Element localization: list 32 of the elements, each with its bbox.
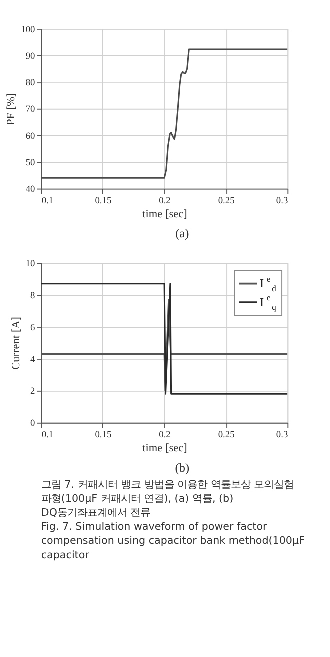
y-tick-label: 0 (30, 419, 36, 430)
y-tick-label: 60 (26, 132, 36, 142)
x-tick-label: 0.2 (159, 430, 172, 440)
x-tick-label: 0.3 (276, 196, 288, 206)
x-tick-label: 0.2 (159, 196, 172, 206)
y-tick-label: 6 (30, 323, 36, 334)
text: (b) (175, 460, 190, 475)
x-tick-label: 0.3 (276, 430, 288, 440)
y-tick-label: 8 (30, 291, 36, 302)
x-tick-label: 0.25 (218, 196, 236, 206)
y-tick-label: 40 (26, 185, 36, 196)
caption: 그림 7. 커패시터 뱅크 방법을 이용한 역률보상 모의실험 파형(100μF 커패시터 연결), (a) 역률, (b) DQ동기좌표계에서 전류 (41, 478, 294, 519)
y-tick-label: 10 (26, 259, 36, 270)
x-tick-label: 0.15 (95, 196, 112, 206)
y-tick-label: 100 (21, 25, 36, 36)
x-axis-title: time [sec] (142, 208, 188, 220)
y-tick-label: 2 (30, 387, 36, 398)
x-axis-title: time [sec] (142, 442, 188, 455)
y-tick-label: 70 (26, 105, 36, 116)
text: (a) (176, 226, 190, 241)
y-tick-label: 50 (26, 158, 36, 168)
x-tick-label: 0.1 (42, 430, 54, 440)
x-tick-label: 0.15 (95, 430, 112, 440)
x-tick-label: 0.1 (42, 196, 54, 206)
caption: Fig. 7. Simulation waveform of power factor compensation using capacitor bank method(100μF capacitor (41, 521, 306, 562)
x-tick-label: 0.25 (218, 430, 236, 440)
y-axis-title: Current [A] (10, 317, 22, 370)
legend-label: Ieq (260, 292, 278, 312)
y-tick-label: 80 (26, 78, 36, 89)
y-tick-label: 90 (26, 52, 36, 62)
y-tick-label: 4 (30, 355, 36, 366)
y-axis-title: PF [%] (6, 93, 18, 126)
